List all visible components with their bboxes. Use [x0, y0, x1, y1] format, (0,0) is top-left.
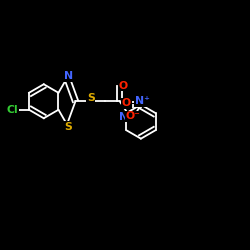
- Text: O⁻: O⁻: [126, 111, 140, 121]
- Text: O: O: [122, 98, 131, 108]
- Text: S: S: [64, 122, 72, 132]
- Text: O: O: [118, 81, 127, 91]
- Text: S: S: [87, 93, 95, 103]
- Text: N: N: [64, 71, 73, 81]
- Text: Cl: Cl: [7, 105, 18, 115]
- Text: NH: NH: [118, 112, 137, 122]
- Text: N⁺: N⁺: [135, 96, 150, 106]
